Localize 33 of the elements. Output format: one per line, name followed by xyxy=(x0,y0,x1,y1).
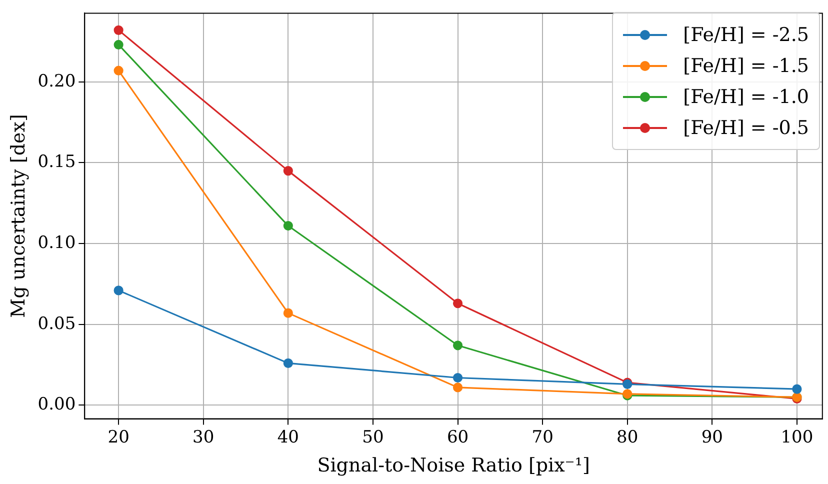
point xyxy=(114,286,124,296)
point xyxy=(283,358,293,368)
x-axis-title: Signal-to-Noise Ratio [pix⁻¹] xyxy=(317,454,590,477)
y-tick-label: 0.05 xyxy=(38,314,76,334)
x-tick-label: 20 xyxy=(108,427,130,448)
y-tick-label: 0.15 xyxy=(38,152,76,172)
x-tick-label: 40 xyxy=(277,427,299,448)
x-tick-label: 70 xyxy=(532,427,554,448)
point xyxy=(114,66,124,76)
y-tick-label: 0.10 xyxy=(38,232,76,253)
legend-label: [Fe/H] = -1.5 xyxy=(683,54,809,76)
point xyxy=(283,308,293,318)
legend-label: [Fe/H] = -1.0 xyxy=(683,86,809,108)
point xyxy=(792,384,802,394)
x-tick-label: 100 xyxy=(780,427,814,448)
x-tick-label: 60 xyxy=(446,427,469,448)
point xyxy=(452,372,463,383)
y-tick-label: 0.20 xyxy=(38,71,76,92)
point xyxy=(114,25,124,35)
y-tick-label: 0.00 xyxy=(38,394,76,415)
x-tick-label: 90 xyxy=(701,427,723,448)
point xyxy=(452,340,463,350)
legend-label: [Fe/H] = -0.5 xyxy=(683,116,809,138)
point xyxy=(452,382,463,392)
y-axis-title: Mg uncertainty [dex] xyxy=(7,114,30,318)
point xyxy=(452,298,463,308)
x-tick-label: 50 xyxy=(362,427,384,448)
point xyxy=(283,220,293,231)
x-tick-label: 80 xyxy=(616,427,638,448)
point xyxy=(283,166,293,176)
point xyxy=(114,40,124,50)
x-tick-label: 30 xyxy=(192,427,214,448)
legend-label: [Fe/H] = -2.5 xyxy=(683,24,809,46)
